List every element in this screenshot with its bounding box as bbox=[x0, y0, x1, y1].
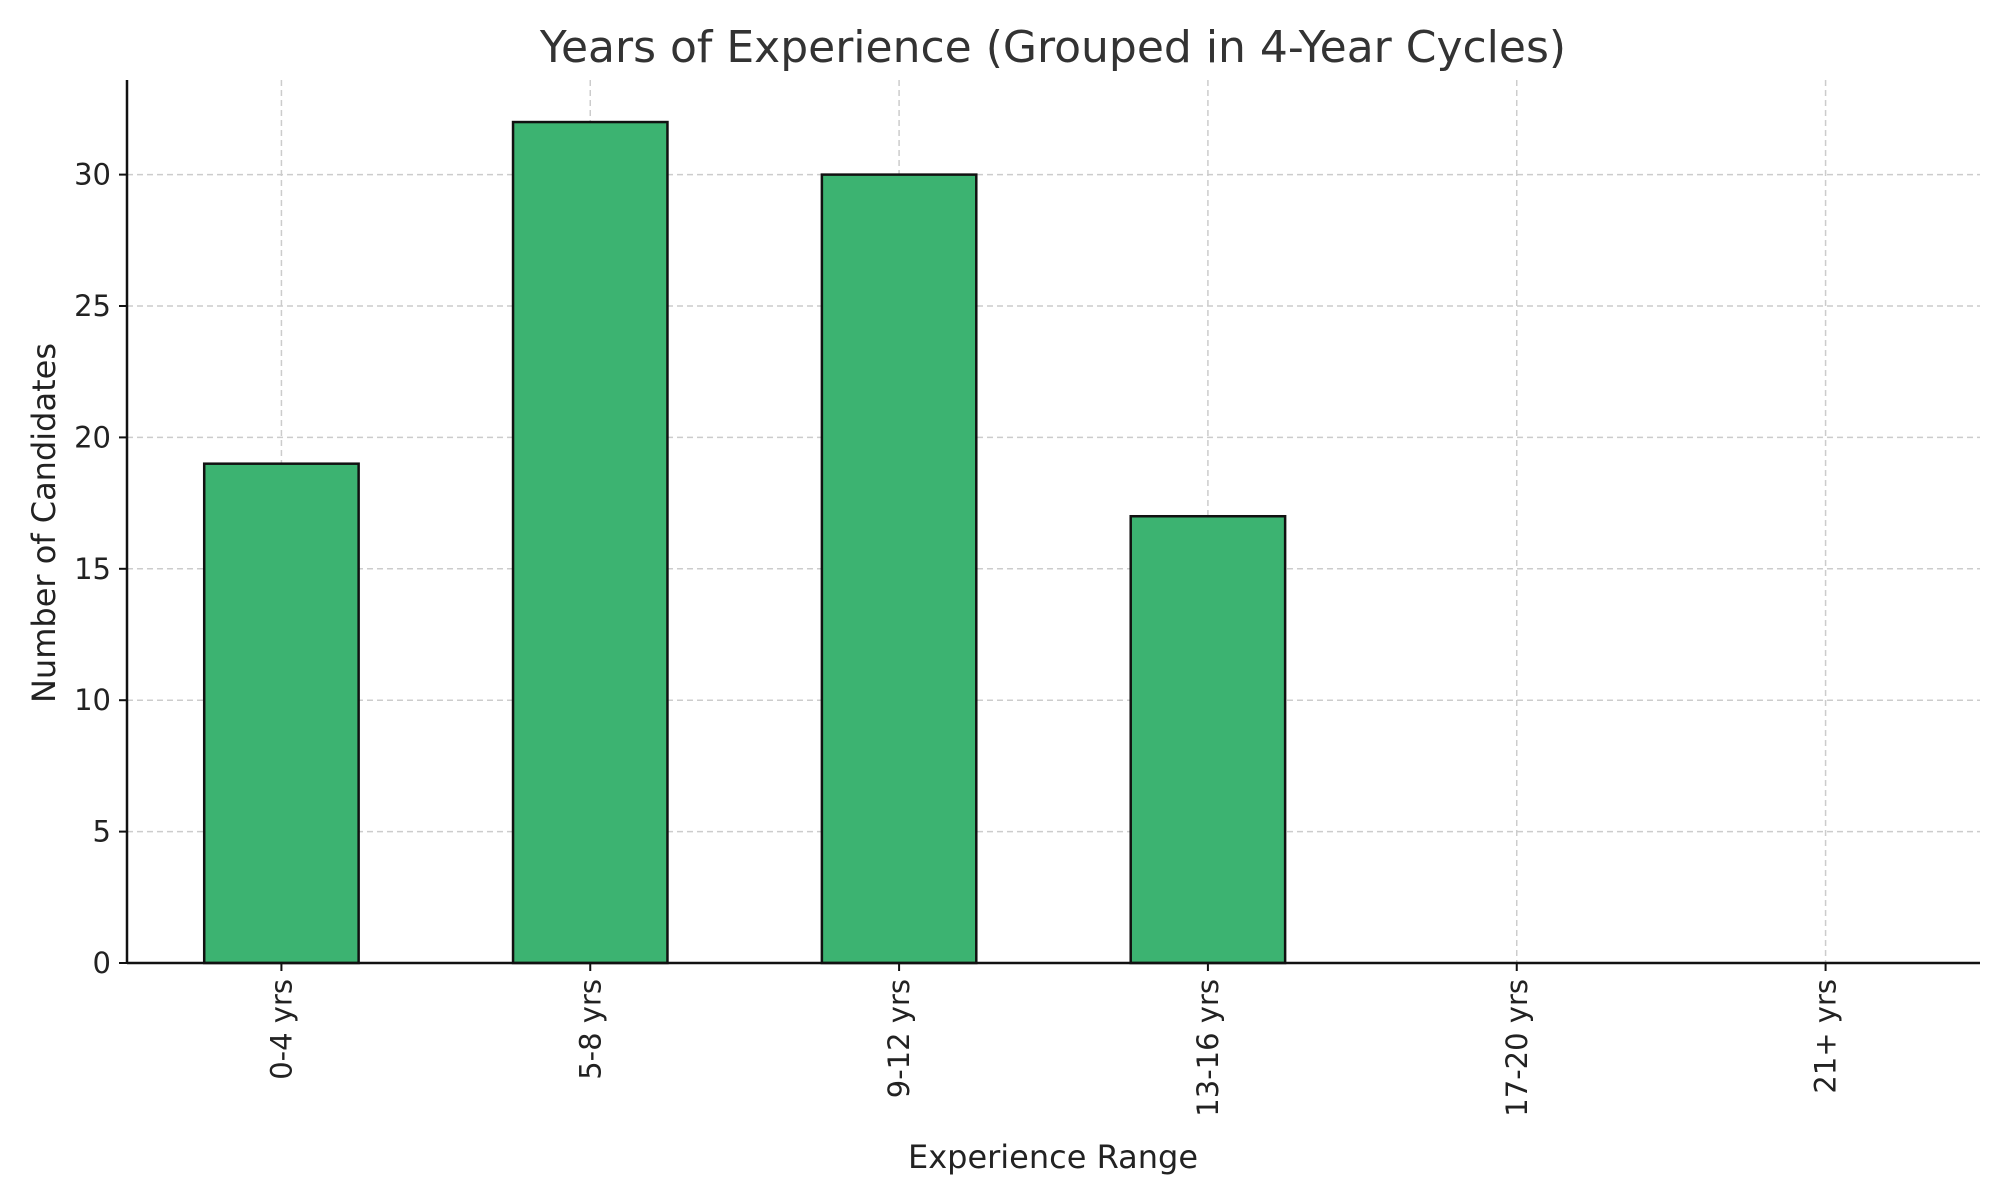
y-tick-label: 5 bbox=[93, 815, 111, 849]
chart-title: Years of Experience (Grouped in 4-Year C… bbox=[539, 22, 1566, 73]
x-tick-labels: 0-4 yrs 5-8 yrs 9-12 yrs 13-16 yrs 17-20 yrs… bbox=[264, 979, 1842, 1117]
x-tick-label: 5-8 yrs bbox=[573, 979, 607, 1080]
x-tick-label: 17-20 yrs bbox=[1500, 979, 1534, 1117]
x-axis-label: Experience Range bbox=[908, 1138, 1198, 1176]
bar bbox=[820, 173, 978, 965]
y-tick-labels: 0 5 10 15 20 25 30 bbox=[74, 158, 111, 980]
grid-lines bbox=[127, 80, 1980, 964]
bar bbox=[202, 462, 360, 965]
y-tick-label: 15 bbox=[74, 552, 111, 586]
y-tick-label: 30 bbox=[74, 158, 111, 192]
y-tick-label: 10 bbox=[74, 683, 111, 717]
bars bbox=[202, 120, 1287, 965]
bar bbox=[1129, 514, 1287, 965]
y-axis-label: Number of Candidates bbox=[25, 343, 63, 703]
y-tick-label: 0 bbox=[93, 946, 111, 980]
axes bbox=[119, 80, 1980, 971]
y-tick-label: 20 bbox=[74, 420, 111, 454]
x-tick-label: 13-16 yrs bbox=[1191, 979, 1225, 1117]
x-tick-label: 21+ yrs bbox=[1809, 979, 1843, 1094]
y-tick-label: 25 bbox=[74, 289, 111, 323]
x-tick-label: 9-12 yrs bbox=[882, 979, 916, 1098]
x-tick-label: 0-4 yrs bbox=[264, 979, 298, 1080]
bar bbox=[511, 120, 669, 965]
